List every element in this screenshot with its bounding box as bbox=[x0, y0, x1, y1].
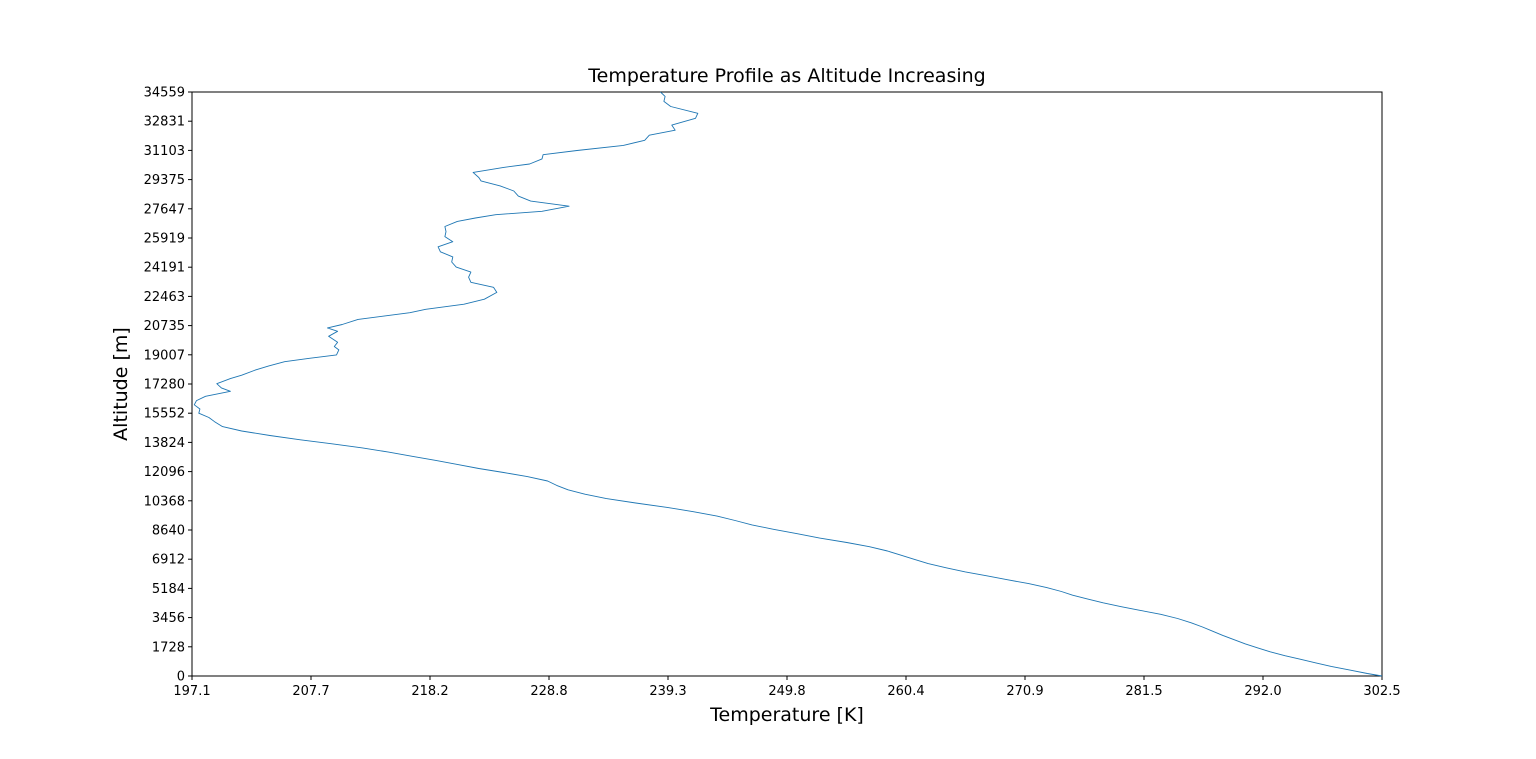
y-tick-label: 32831 bbox=[144, 115, 185, 130]
y-tick-label: 13824 bbox=[144, 436, 185, 451]
y-tick-label: 5184 bbox=[152, 582, 185, 597]
plot-area-frame bbox=[191, 91, 1383, 677]
y-tick-label: 1728 bbox=[152, 640, 185, 655]
x-tick-label: 239.3 bbox=[649, 684, 686, 699]
x-tick-label: 207.7 bbox=[292, 684, 329, 699]
x-tick-label: 270.9 bbox=[1006, 684, 1043, 699]
y-tick-label: 0 bbox=[177, 670, 185, 685]
y-tick-label: 25919 bbox=[144, 232, 185, 247]
y-tick-label: 17280 bbox=[144, 378, 185, 393]
y-axis-title: Altitude [m] bbox=[110, 327, 132, 441]
chart-title: Temperature Profile as Altitude Increasi… bbox=[587, 65, 985, 87]
x-tick-label: 197.1 bbox=[173, 684, 210, 699]
x-tick-label: 281.5 bbox=[1125, 684, 1162, 699]
y-tick-label: 29375 bbox=[144, 173, 185, 188]
x-tick-label: 228.8 bbox=[530, 684, 567, 699]
y-tick-label: 19007 bbox=[144, 348, 185, 363]
y-tick-label: 27647 bbox=[144, 202, 185, 217]
y-tick-label: 31103 bbox=[144, 144, 185, 159]
x-tick-label: 249.8 bbox=[768, 684, 805, 699]
x-tick-label: 260.4 bbox=[887, 684, 924, 699]
y-tick-label: 12096 bbox=[144, 465, 185, 480]
y-tick-label: 24191 bbox=[144, 261, 185, 276]
y-axis-ticks: 0 1728 3456 5184 6912 8640 10368 12096 13824 1555… bbox=[144, 86, 192, 685]
y-tick-label: 15552 bbox=[144, 407, 185, 422]
x-tick-label: 218.2 bbox=[411, 684, 448, 699]
x-axis-title: Temperature [K] bbox=[709, 704, 864, 726]
y-tick-label: 6912 bbox=[152, 553, 185, 568]
x-tick-label: 302.5 bbox=[1363, 684, 1400, 699]
y-tick-label: 8640 bbox=[152, 524, 185, 539]
y-tick-label: 20735 bbox=[144, 319, 185, 334]
y-tick-label: 3456 bbox=[152, 611, 185, 626]
x-axis-ticks: 197.1 207.7 218.2 228.8 239.3 249.8 260.4 270.9… bbox=[173, 676, 1401, 699]
y-tick-label: 34559 bbox=[144, 86, 185, 101]
x-tick-label: 292.0 bbox=[1244, 684, 1281, 699]
temperature-series-line bbox=[193, 91, 1383, 677]
y-tick-label: 22463 bbox=[144, 290, 185, 305]
y-tick-label: 10368 bbox=[144, 494, 185, 509]
